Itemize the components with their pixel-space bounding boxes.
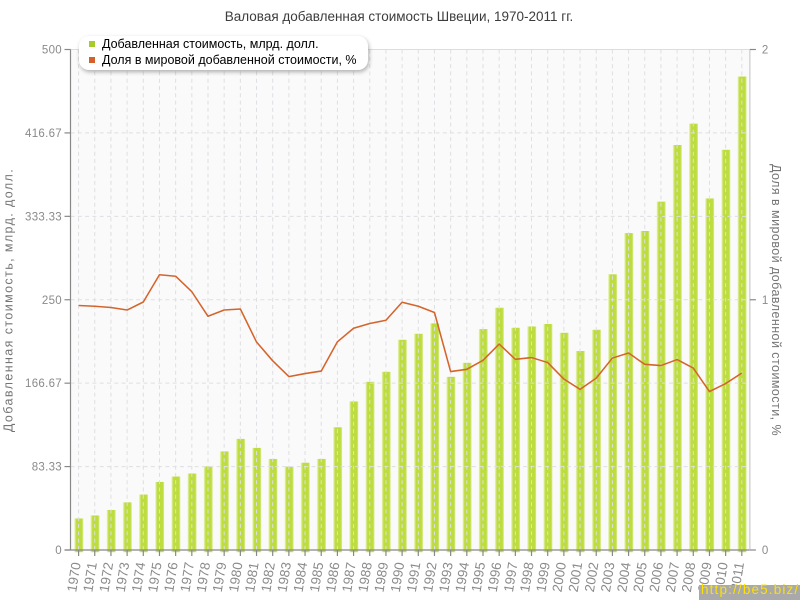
- svg-text:0: 0: [55, 545, 62, 557]
- svg-text:Доля в мировой добавленной сто: Доля в мировой добавленной стоимости, %: [769, 164, 783, 436]
- svg-text:2007: 2007: [663, 561, 683, 593]
- svg-text:2006: 2006: [647, 561, 667, 593]
- svg-text:500: 500: [42, 45, 62, 57]
- svg-text:0: 0: [762, 545, 769, 557]
- svg-text:1984: 1984: [291, 561, 311, 593]
- svg-text:1985: 1985: [307, 561, 327, 593]
- svg-text:83.33: 83.33: [32, 462, 62, 474]
- svg-text:1970: 1970: [64, 561, 84, 593]
- svg-text:1994: 1994: [452, 561, 472, 593]
- svg-text:1972: 1972: [97, 561, 117, 593]
- svg-text:1989: 1989: [372, 561, 392, 593]
- svg-text:2: 2: [762, 45, 769, 57]
- svg-text:1997: 1997: [501, 561, 521, 593]
- svg-text:1996: 1996: [485, 561, 505, 593]
- svg-text:2011: 2011: [728, 561, 747, 592]
- svg-text:2008: 2008: [679, 561, 699, 593]
- svg-text:Валовая добавленная стоимость: Валовая добавленная стоимость Швеции, 19…: [225, 9, 574, 24]
- svg-text:1995: 1995: [469, 561, 489, 593]
- svg-text:1993: 1993: [436, 561, 456, 593]
- svg-text:1987: 1987: [339, 561, 359, 593]
- svg-text:1973: 1973: [113, 561, 133, 593]
- svg-text:1975: 1975: [145, 561, 165, 593]
- svg-text:2001: 2001: [566, 561, 586, 593]
- svg-text:1976: 1976: [161, 561, 181, 593]
- svg-text:2003: 2003: [598, 561, 618, 593]
- svg-text:1: 1: [762, 295, 769, 307]
- svg-text:1978: 1978: [194, 561, 214, 593]
- svg-text:250: 250: [42, 295, 62, 307]
- svg-text:1990: 1990: [388, 561, 408, 593]
- svg-text:1977: 1977: [177, 561, 197, 593]
- svg-text:1992: 1992: [420, 561, 440, 593]
- svg-text:1991: 1991: [404, 561, 424, 593]
- svg-text:1988: 1988: [355, 561, 375, 593]
- svg-text:1998: 1998: [517, 561, 537, 593]
- svg-text:166.67: 166.67: [25, 378, 62, 390]
- svg-text:416.67: 416.67: [25, 128, 62, 140]
- svg-text:2005: 2005: [630, 561, 650, 593]
- svg-text:2002: 2002: [582, 561, 602, 593]
- svg-text:1986: 1986: [323, 561, 343, 593]
- svg-text:1983: 1983: [275, 561, 295, 593]
- svg-text:1999: 1999: [533, 561, 553, 593]
- svg-text:2000: 2000: [550, 561, 570, 593]
- svg-text:1981: 1981: [242, 561, 262, 593]
- svg-text:2004: 2004: [614, 561, 634, 593]
- svg-text:Добавленная стоимость, млрд. д: Добавленная стоимость, млрд. долл.: [2, 168, 16, 432]
- svg-text:1982: 1982: [258, 561, 278, 593]
- svg-text:1979: 1979: [210, 561, 230, 593]
- svg-text:1974: 1974: [129, 561, 149, 593]
- svg-text:1980: 1980: [226, 561, 246, 593]
- svg-text:1971: 1971: [80, 561, 100, 593]
- svg-text:333.33: 333.33: [25, 211, 62, 223]
